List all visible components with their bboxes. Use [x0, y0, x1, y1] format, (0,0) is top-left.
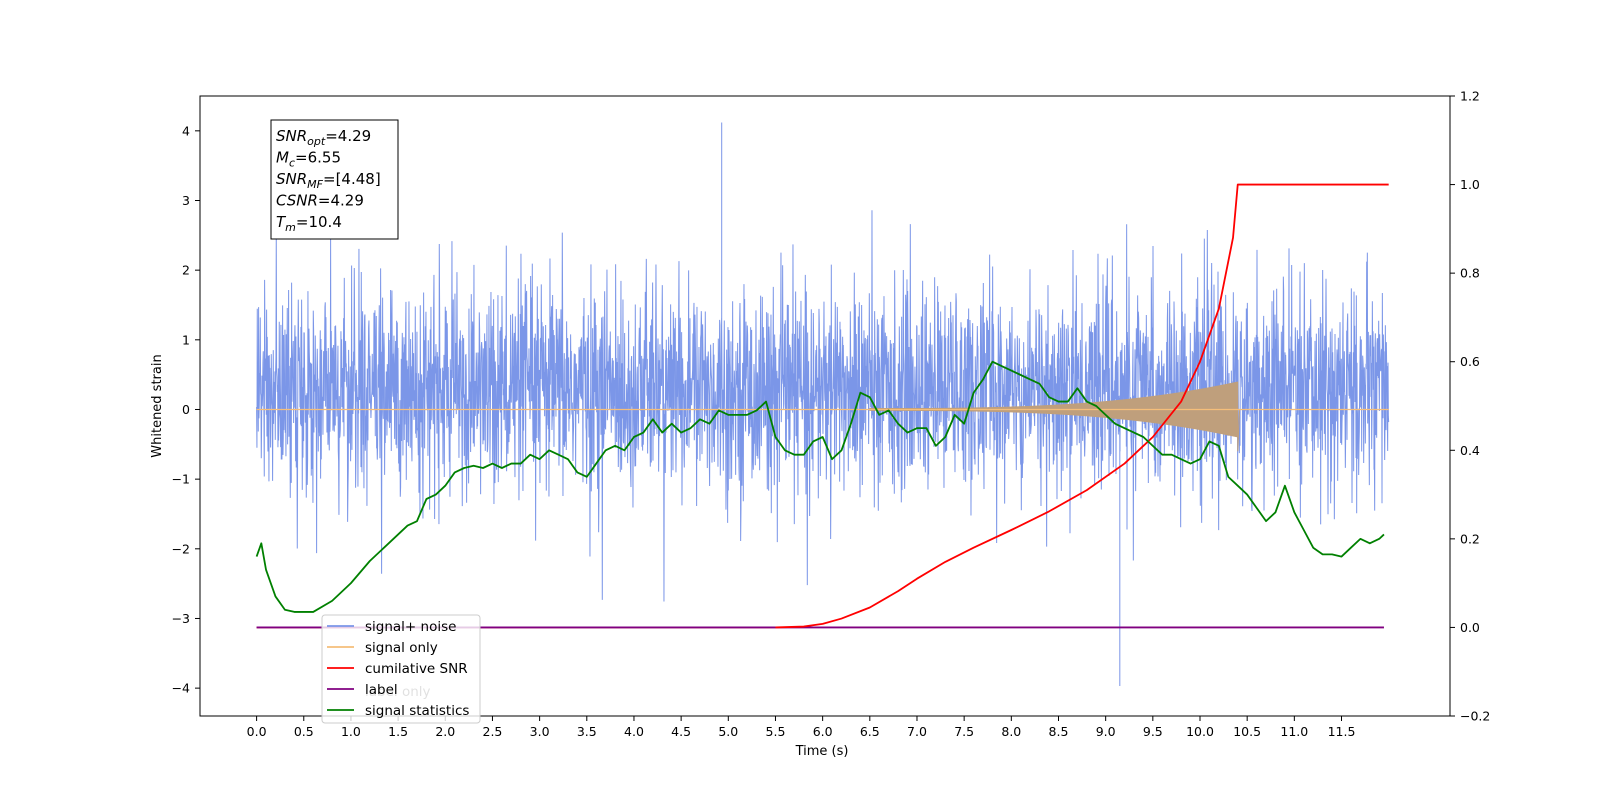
x-tick-label: 11.0 [1280, 724, 1308, 739]
y-left-tick-label: 0 [182, 402, 190, 417]
x-tick-label: 10.5 [1233, 724, 1261, 739]
y-left-tick-label: −1 [172, 472, 190, 487]
annotation-value: =6.55 [295, 149, 341, 167]
y-right-tick-label: 0.2 [1460, 531, 1480, 546]
y-left-tick-label: −4 [172, 681, 190, 696]
annotation-value: =4.29 [325, 127, 371, 145]
y-right-tick-label: −0.2 [1460, 709, 1490, 724]
x-tick-label: 4.0 [624, 724, 644, 739]
x-axis-label: Time (s) [795, 744, 849, 759]
x-axis: 0.0 0.5 1.0 1.5 2.0 2.5 3.0 3.5 4.0 4.5 5.0 5.5 6.0 6… [247, 716, 1356, 739]
x-tick-label: 7.0 [907, 724, 927, 739]
x-tick-label: 7.5 [954, 724, 974, 739]
x-tick-label: 0.5 [294, 724, 314, 739]
annotation-symbol: SNR [276, 127, 307, 145]
x-tick-label: 1.5 [388, 724, 408, 739]
x-tick-label: 3.0 [530, 724, 550, 739]
y-right-tick-label: 1.0 [1460, 177, 1480, 192]
legend-item-label: label [365, 682, 398, 698]
annotation-symbol: M [276, 149, 289, 167]
y-left-tick-label: −3 [172, 611, 190, 626]
plot-area [255, 122, 1390, 687]
y-right-tick-label: 0.6 [1460, 354, 1480, 369]
annotation-line: CSNR=4.29 [276, 192, 364, 210]
y-right-tick-label: 0.0 [1460, 620, 1480, 635]
annotation-frame [270, 119, 399, 240]
y-axis-label-left: Whitened strain [150, 354, 165, 457]
annotation-subscript: MF [307, 178, 323, 191]
y-left-tick-label: 4 [182, 123, 190, 138]
series-layer [255, 122, 1390, 687]
legend-item-label: signal statistics [365, 703, 469, 719]
series-signal-statistics-line [255, 360, 1385, 613]
y-left-tick-label: 3 [182, 193, 190, 208]
x-tick-label: 11.5 [1328, 724, 1356, 739]
annotation-line: Mc=6.55 [276, 149, 341, 170]
legend-item-label: signal+ noise [365, 619, 456, 635]
x-tick-label: 4.5 [671, 724, 691, 739]
x-tick-label: 5.0 [718, 724, 738, 739]
legend-item-label: cumilative SNR [365, 661, 468, 677]
annotation-value: =4.29 [318, 192, 364, 210]
annotation-line: SNRopt=4.29 [276, 127, 371, 148]
legend-ghost-text: label only [365, 684, 431, 700]
legend-item-label: signal only [365, 640, 438, 656]
y-right-tick-label: 1.2 [1460, 89, 1480, 104]
annotation-line: SNRMF=[4.48] [276, 170, 381, 191]
x-tick-label: 10.0 [1186, 724, 1214, 739]
y-left-tick-label: 1 [182, 332, 190, 347]
y-left-tick-label: −2 [172, 541, 190, 556]
y-axis-right: 1.2 1.0 0.8 0.6 0.4 0.2 0.0 −0.2 [1450, 89, 1490, 724]
x-tick-label: 3.5 [577, 724, 597, 739]
x-tick-label: 9.5 [1143, 724, 1163, 739]
y-left-tick-label: 2 [182, 263, 190, 278]
annotation-box: SNRopt=4.29Mc=6.55SNRMF=[4.48]CSNR=4.29T… [270, 119, 399, 240]
x-tick-label: 9.0 [1096, 724, 1116, 739]
x-tick-label: 5.5 [766, 724, 786, 739]
x-tick-label: 6.5 [860, 724, 880, 739]
annotation-value: =10.4 [296, 213, 342, 231]
annotation-value: =[4.48] [323, 170, 381, 188]
series-cumulative-snr-line [775, 183, 1389, 629]
plot-frame [199, 95, 1451, 717]
y-right-tick-label: 0.8 [1460, 266, 1480, 281]
annotation-subscript: m [285, 221, 296, 234]
x-tick-label: 8.5 [1049, 724, 1069, 739]
legend-frame [321, 614, 481, 724]
x-tick-label: 0.0 [247, 724, 267, 739]
y-right-tick-label: 0.4 [1460, 443, 1480, 458]
annotation-symbol: SNR [276, 170, 307, 188]
y-axis-left: 4 3 2 1 0 −1 −2 −3 −4 [172, 123, 200, 696]
x-tick-label: 8.0 [1001, 724, 1021, 739]
annotation-symbol: T [276, 213, 287, 231]
annotation-subscript: opt [307, 135, 326, 148]
annotation-line: Tm=10.4 [276, 213, 342, 234]
annotation-symbol: CSNR [276, 192, 318, 210]
legend: label only signal+ noise signal only cumila… [321, 614, 481, 724]
x-tick-label: 6.0 [813, 724, 833, 739]
x-tick-label: 2.5 [483, 724, 503, 739]
annotation-subscript: c [289, 157, 295, 170]
x-tick-label: 2.0 [435, 724, 455, 739]
x-tick-label: 1.0 [341, 724, 361, 739]
